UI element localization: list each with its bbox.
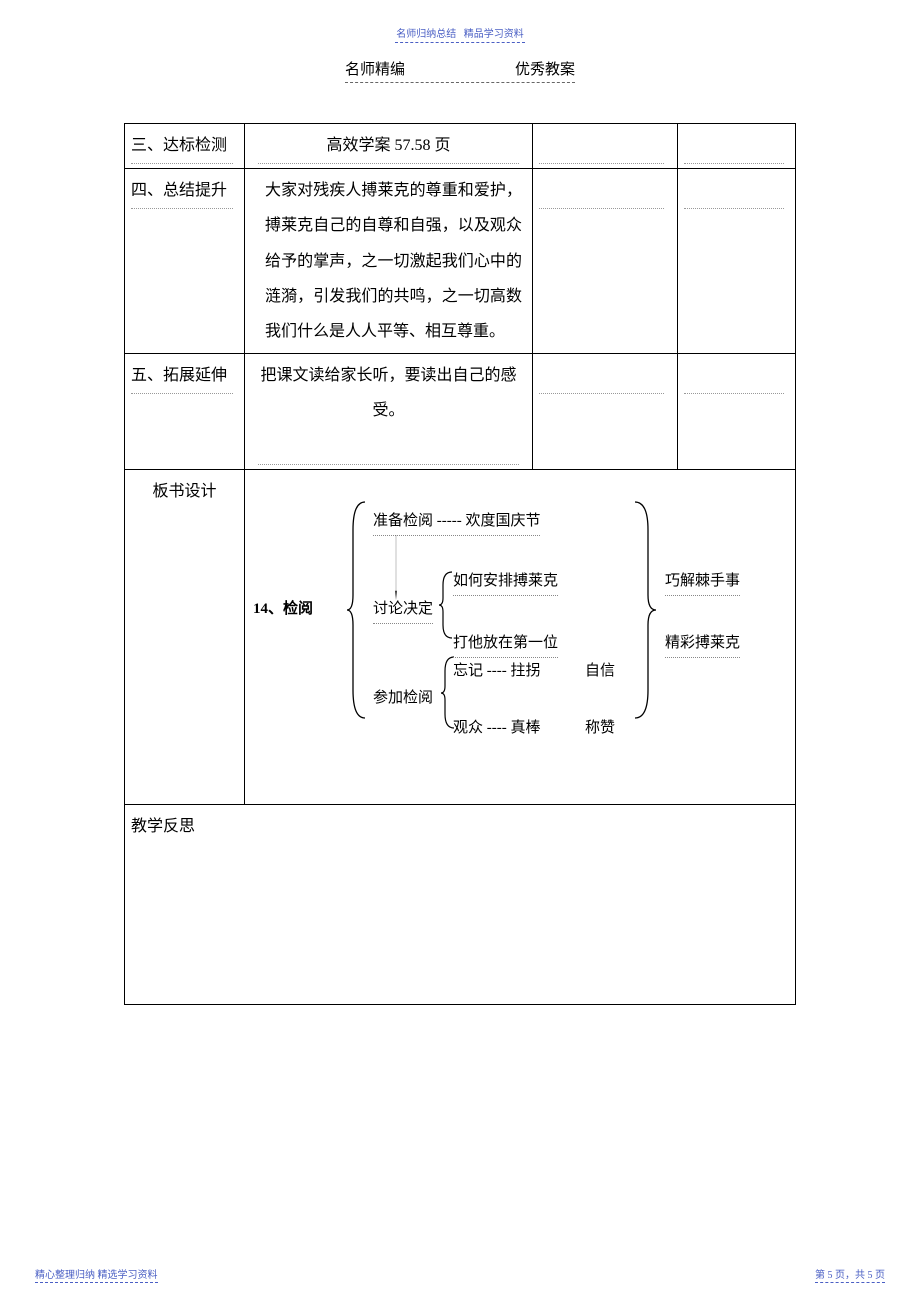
row-label: 三、达标检测 [131,128,233,164]
diagram-audience: 观众 ---- 真棒 [453,715,540,742]
row-content: 大家对残疾人搏莱克的尊重和爱护，搏莱克自己的自尊和自强，以及观众给予的掌声，之一… [265,182,522,340]
row-content: 高效学案 57.58 页 [258,128,519,164]
diagram-result1: 巧解棘手事 [665,568,740,596]
table-row: 四、总结提升 大家对残疾人搏莱克的尊重和爱护，搏莱克自己的自尊和自强，以及观众给… [125,169,796,354]
row-content-cell: 高效学案 57.58 页 [245,124,533,169]
sub-header-right: 优秀教案 [515,58,575,79]
arrow-down-icon [395,535,397,600]
row-label: 五、拓展延伸 [131,358,233,394]
top-header-right: 精品学习资料 [464,29,524,40]
diagram-root: 14、检阅 [253,596,313,623]
row-blank-cell [533,354,678,470]
page-sub-header: 名师精编 优秀教案 [345,58,575,83]
design-row: 板书设计 14、检阅 准备检阅 ----- 欢度国庆节 讨论决定 参加检阅 [125,469,796,804]
lesson-table: 三、达标检测 高效学案 57.58 页 四、总结提升 大家对残疾人搏莱克的尊重和… [124,123,796,1005]
row-label-cell: 四、总结提升 [125,169,245,354]
diagram-discuss: 讨论决定 [373,596,433,624]
reflect-row: 教学反思 [125,804,796,1004]
row-blank-cell [678,124,796,169]
diagram-puthim: 打他放在第一位 [453,630,558,658]
brace-right-icon [630,500,660,720]
row-label-cell: 三、达标检测 [125,124,245,169]
row-blank-cell [678,354,796,470]
row-label-cell: 五、拓展延伸 [125,354,245,470]
row-blank-cell [678,169,796,354]
footer-left: 精心整理归纳 精选学习资料 [35,1266,158,1283]
table-row: 三、达标检测 高效学案 57.58 页 [125,124,796,169]
reflect-label: 教学反思 [131,818,195,835]
design-label-cell: 板书设计 [125,469,245,804]
page-top-header: 名师归纳总结 精品学习资料 [395,0,525,43]
design-label: 板书设计 [152,483,216,500]
diagram-result2: 精彩搏莱克 [665,630,740,658]
diagram-attend: 参加检阅 [373,685,433,712]
design-diagram-cell: 14、检阅 准备检阅 ----- 欢度国庆节 讨论决定 参加检阅 如何 [245,469,796,804]
row-content: 把课文读给家长听，要读出自己的感受。 [260,367,516,419]
reflect-cell: 教学反思 [125,804,796,1004]
diagram-prep: 准备检阅 ----- 欢度国庆节 [373,508,540,536]
diagram-confidence: 自信 [585,658,615,685]
diagram-arrange: 如何安排搏莱克 [453,568,558,596]
top-header-left: 名师归纳总结 [396,29,456,40]
row-content-cell: 把课文读给家长听，要读出自己的感受。 [245,354,533,470]
sub-header-left: 名师精编 [345,58,405,79]
design-diagram: 14、检阅 准备检阅 ----- 欢度国庆节 讨论决定 参加检阅 如何 [245,470,795,804]
table-row: 五、拓展延伸 把课文读给家长听，要读出自己的感受。 [125,354,796,470]
diagram-praise: 称赞 [585,715,615,742]
row-blank-cell [533,124,678,169]
row-blank-cell [533,169,678,354]
footer-right: 第 5 页，共 5 页 [815,1266,885,1283]
diagram-forget: 忘记 ---- 拄拐 [453,658,540,685]
row-content-cell: 大家对残疾人搏莱克的尊重和爱护，搏莱克自己的自尊和自强，以及观众给予的掌声，之一… [245,169,533,354]
brace-left-icon [345,500,370,720]
row-label: 四、总结提升 [131,173,233,209]
